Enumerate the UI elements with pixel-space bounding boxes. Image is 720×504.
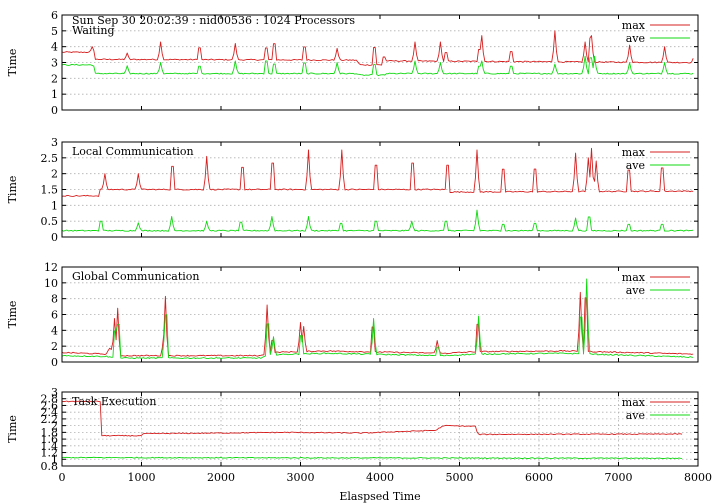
y-tick-label: 8 — [51, 293, 58, 306]
plot-frame — [61, 14, 699, 111]
y-axis-label: Time — [6, 49, 19, 77]
series-line-ave — [61, 209, 694, 232]
x-tick-label: 8000 — [684, 471, 712, 484]
series-line-max — [61, 400, 683, 437]
legend-label-ave: ave — [626, 284, 645, 297]
y-tick-label: 2.6 — [41, 399, 59, 412]
panel-title: Local Communication — [72, 145, 194, 158]
panel-title: Global Communication — [72, 270, 200, 283]
x-tick-label: 0 — [59, 471, 66, 484]
chart-panels: 0123456WaitingTimemaxave00.511.522.53Loc… — [6, 9, 699, 473]
panel-title: Waiting — [72, 24, 115, 37]
y-tick-label: 2 — [51, 420, 58, 433]
chart-header: Sun Sep 30 20:02:39 : nid00536 : 1024 Pr… — [72, 14, 355, 27]
y-tick-label: 12 — [44, 261, 58, 274]
legend-label-max: max — [622, 146, 646, 159]
x-tick-label: 6000 — [525, 471, 553, 484]
y-tick-label: 2.2 — [41, 413, 59, 426]
y-tick-label: 2 — [51, 72, 58, 85]
y-axis-label: Time — [6, 415, 19, 443]
legend-label-max: max — [622, 271, 646, 284]
y-tick-label: 1 — [51, 453, 58, 466]
y-tick-label: 6 — [51, 9, 58, 22]
y-tick-label: 3 — [51, 57, 58, 70]
y-tick-label: 2.8 — [41, 393, 59, 406]
x-tick-label: 7000 — [605, 471, 633, 484]
y-tick-label: 1.5 — [41, 184, 59, 197]
y-axis-label: Time — [6, 301, 19, 329]
y-tick-label: 0 — [51, 356, 58, 369]
y-tick-label: 4 — [51, 41, 58, 54]
panel-4: 0.811.21.41.61.822.22.42.62.83 Task Execu… — [6, 386, 699, 473]
legend-label-ave: ave — [626, 159, 645, 172]
x-tick-label: 4000 — [366, 471, 394, 484]
y-tick-label: 1.4 — [41, 440, 59, 453]
panel-2: 0 0.5 1 1.5 2 2.5 3 Local Communication Time maxa… — [6, 136, 699, 244]
y-tick-label: 1.2 — [41, 447, 59, 460]
series-line-ave — [61, 456, 683, 460]
y-tick-label: 2.5 — [41, 152, 59, 165]
series-line-ave — [61, 55, 694, 77]
y-tick-label: 10 — [44, 277, 58, 290]
y-tick-label: 3 — [51, 136, 58, 149]
x-tick-label: 1000 — [128, 471, 156, 484]
y-axis-label: Time — [6, 176, 19, 204]
y-tick-label: 0 — [51, 104, 58, 117]
x-tick-label: 5000 — [446, 471, 474, 484]
series-line-max — [61, 291, 694, 357]
y-tick-label: 6 — [51, 309, 58, 322]
series-line-ave — [61, 278, 694, 360]
x-tick-label: 3000 — [287, 471, 315, 484]
legend-label-max: max — [622, 396, 646, 409]
y-tick-label: 2 — [51, 168, 58, 181]
panel-title: Task Execution — [72, 395, 156, 408]
y-tick-label: 4 — [51, 324, 58, 337]
legend-label-ave: ave — [626, 32, 645, 45]
y-tick-label: 0 — [51, 231, 58, 244]
series-line-max — [61, 147, 694, 197]
y-tick-label: 1 — [51, 88, 58, 101]
plot-frame — [61, 391, 699, 467]
x-axis-label: Elaspsed Time — [339, 490, 420, 503]
y-tick-label: 1.6 — [41, 433, 59, 446]
series-line-max — [61, 30, 694, 66]
x-tick-label: 2000 — [207, 471, 235, 484]
y-tick-label: 1.8 — [41, 426, 59, 439]
legend-label-ave: ave — [626, 409, 645, 422]
y-tick-label: 5 — [51, 25, 58, 38]
plot-frame — [61, 266, 699, 363]
y-tick-label: 3 — [51, 386, 58, 399]
plot-frame — [61, 141, 699, 238]
y-tick-label: 1 — [51, 199, 58, 212]
y-tick-label: 0.8 — [41, 460, 59, 473]
y-tick-label: 2.4 — [41, 406, 59, 419]
legend-label-max: max — [622, 19, 646, 32]
y-tick-label: 0.5 — [41, 215, 59, 228]
y-tick-label: 2 — [51, 340, 58, 353]
